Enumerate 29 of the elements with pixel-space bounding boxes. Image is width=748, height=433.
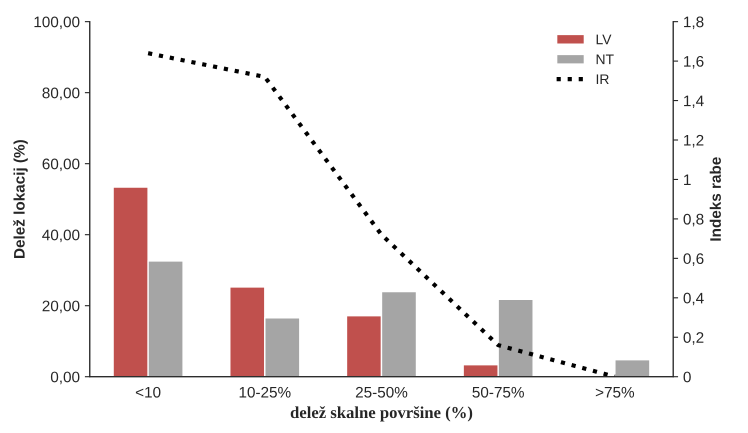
y2-tick-label: 1 xyxy=(684,174,691,185)
y2-axis-title: Indeks rabe xyxy=(710,157,721,241)
y2-tick-label: 1,6 xyxy=(684,56,704,69)
legend-label: LV xyxy=(596,34,612,44)
y2-tick-label: 1,2 xyxy=(684,134,704,148)
legend-label: NT xyxy=(596,54,614,64)
x-axis-title: delež skalne površine (%) xyxy=(290,406,472,422)
x-tick-label: 25-50% xyxy=(356,386,408,398)
y2-tick-label: 0,6 xyxy=(684,253,704,266)
y-tick-label: 80,00 xyxy=(42,88,80,100)
y2-tick-label: 0,2 xyxy=(684,332,704,345)
y2-tick-label: 0 xyxy=(684,372,691,382)
y-tick-label: 40,00 xyxy=(42,230,80,242)
bar xyxy=(614,358,651,377)
y-axis-title: Delež lokacij (%) xyxy=(13,140,28,258)
y-tick-label: 20,00 xyxy=(42,300,80,314)
y2-tick-label: 0,8 xyxy=(684,214,704,226)
x-tick-label: 50-75% xyxy=(472,386,524,398)
x-tick-label: <10 xyxy=(136,386,160,398)
y-tick-label: 60,00 xyxy=(42,158,80,172)
x-tick-label: >75% xyxy=(596,386,634,398)
y2-tick-label: 1,8 xyxy=(684,16,704,30)
line-series xyxy=(146,51,617,377)
y2-tick-label: 0,4 xyxy=(684,292,704,306)
y-tick-label: 100,00 xyxy=(34,16,80,30)
y2-tick-label: 1,4 xyxy=(684,96,704,108)
legend-label: IR xyxy=(596,74,609,84)
y-tick-label: 0,00 xyxy=(50,372,80,384)
x-tick-label: 10-25% xyxy=(240,386,291,398)
